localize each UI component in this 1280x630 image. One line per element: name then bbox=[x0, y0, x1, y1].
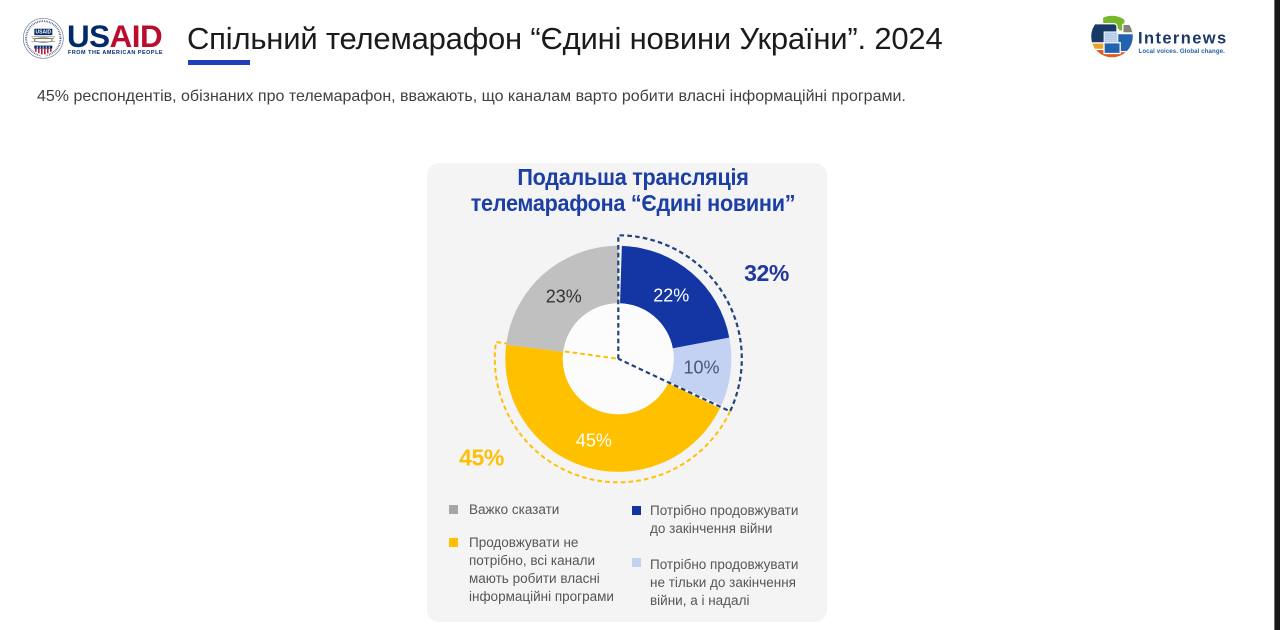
svg-text:Internews: Internews bbox=[1138, 30, 1228, 48]
svg-text:USAID: USAID bbox=[67, 19, 162, 54]
svg-text:Local voices. Global change.: Local voices. Global change. bbox=[1139, 48, 1226, 55]
svg-text:22%: 22% bbox=[653, 286, 689, 306]
svg-text:USAID: USAID bbox=[36, 30, 52, 36]
svg-text:FROM THE AMERICAN PEOPLE: FROM THE AMERICAN PEOPLE bbox=[68, 50, 163, 56]
svg-text:23%: 23% bbox=[546, 287, 582, 307]
svg-text:10%: 10% bbox=[683, 358, 719, 378]
svg-text:32%: 32% bbox=[744, 260, 789, 286]
svg-text:45%: 45% bbox=[459, 445, 504, 471]
svg-text:45%: 45% bbox=[576, 431, 612, 451]
